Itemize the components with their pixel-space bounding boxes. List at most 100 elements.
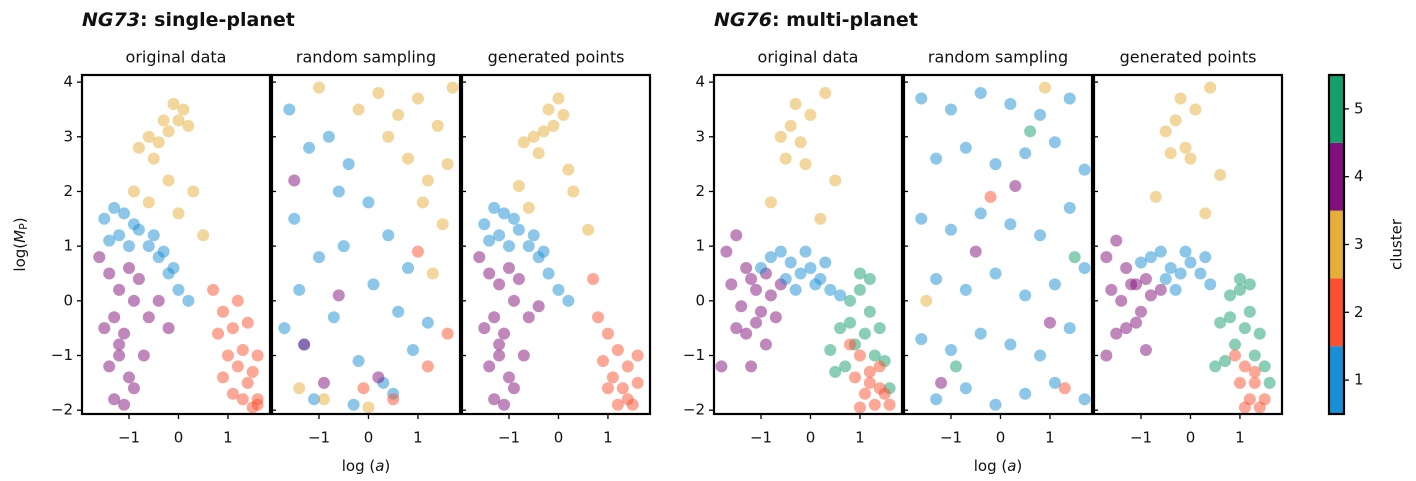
plot-area (715, 87, 896, 414)
point (483, 360, 496, 373)
point (868, 349, 881, 362)
point (187, 185, 200, 198)
label-symbol: M (11, 230, 29, 243)
point (1078, 163, 1091, 176)
point (1120, 322, 1133, 335)
point (512, 272, 525, 285)
point (844, 338, 857, 351)
point (789, 283, 802, 296)
point (562, 294, 575, 307)
title-text: : multi-planet (772, 9, 918, 31)
point (1253, 327, 1266, 340)
y-tick-label: 4 (695, 73, 705, 91)
point (750, 283, 763, 296)
x-tick-label: 0 (996, 429, 1006, 447)
point (1184, 256, 1197, 269)
point (332, 289, 345, 302)
point (1034, 108, 1047, 121)
point (858, 387, 871, 400)
point (527, 130, 540, 143)
point (332, 185, 345, 198)
point (512, 179, 525, 192)
point (567, 185, 580, 198)
point (103, 234, 116, 247)
point (1135, 256, 1147, 269)
point (562, 163, 575, 176)
point (1164, 262, 1177, 275)
point (1169, 114, 1182, 127)
point (915, 212, 928, 225)
point (542, 267, 555, 280)
point (1238, 360, 1251, 373)
label-symbol: a (1007, 457, 1016, 475)
point (493, 349, 506, 362)
point (1233, 272, 1246, 285)
point (959, 141, 972, 154)
point (132, 223, 145, 236)
point (118, 207, 131, 220)
point (483, 267, 496, 280)
point (745, 360, 758, 373)
point (157, 245, 170, 258)
point (283, 103, 296, 116)
point (1258, 360, 1271, 373)
point (103, 360, 116, 373)
point (1184, 152, 1197, 165)
point (750, 316, 763, 329)
point (592, 311, 605, 324)
point (784, 256, 797, 269)
point (507, 212, 520, 225)
colorbar-tick-label: 4 (1354, 167, 1364, 185)
point (915, 333, 928, 346)
point (226, 387, 239, 400)
point (804, 108, 817, 121)
x-tick-label: 1 (1235, 429, 1245, 447)
point (1024, 125, 1037, 138)
point (527, 229, 540, 242)
point (552, 283, 565, 296)
label-sub: P (17, 223, 30, 230)
point (221, 349, 234, 362)
point (337, 240, 350, 253)
point (517, 349, 530, 362)
y-tick-label: −2 (51, 401, 73, 419)
point (1048, 136, 1061, 149)
point (308, 393, 321, 406)
y-tick-label: −1 (683, 346, 705, 364)
point (327, 311, 340, 324)
point (1149, 190, 1162, 203)
x-tick-label: 0 (1186, 429, 1196, 447)
point (930, 393, 943, 406)
point (347, 398, 360, 411)
point (142, 311, 155, 324)
point (1219, 354, 1232, 367)
point (935, 376, 948, 389)
point (853, 401, 866, 414)
point (989, 398, 1002, 411)
colorbar-label: cluster (1388, 218, 1406, 270)
point (1194, 267, 1207, 280)
point (621, 360, 634, 373)
point (601, 327, 614, 340)
y-tick-label: −1 (51, 346, 73, 364)
point (322, 130, 335, 143)
point (498, 327, 511, 340)
point (137, 349, 150, 362)
point (606, 371, 619, 384)
point (745, 272, 758, 285)
point (372, 371, 385, 384)
point (945, 344, 957, 357)
point (1039, 81, 1051, 94)
point (582, 223, 595, 236)
point (883, 398, 896, 411)
point (1159, 272, 1172, 285)
point (730, 322, 743, 335)
x-tick-label: 0 (806, 429, 816, 447)
point (1144, 251, 1157, 264)
point (172, 114, 185, 127)
point (411, 92, 424, 105)
point (142, 196, 155, 209)
point (858, 327, 871, 340)
point (1120, 262, 1133, 275)
